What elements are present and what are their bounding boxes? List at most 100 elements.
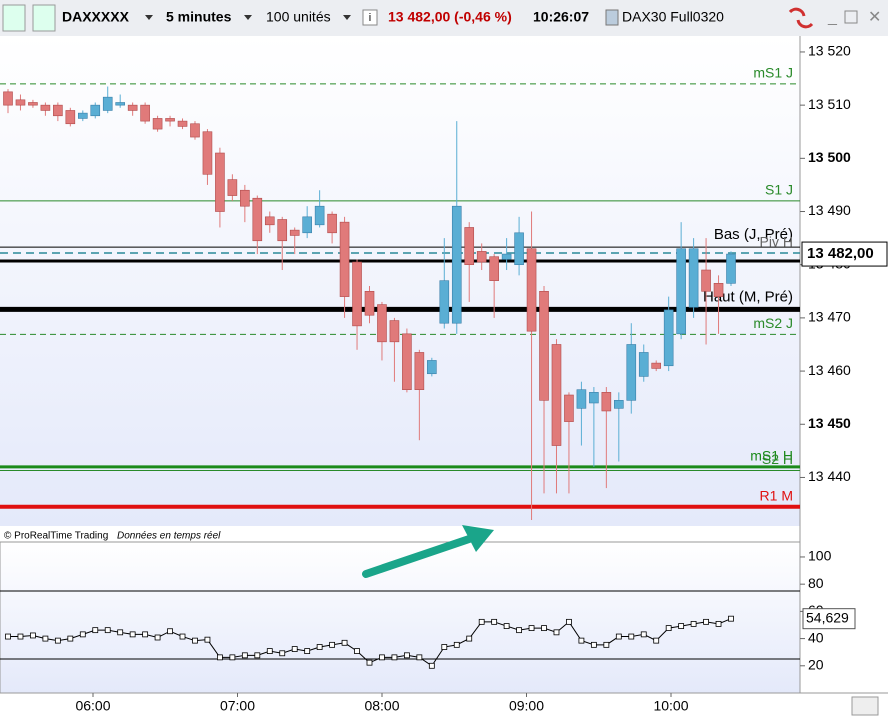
interval-select[interactable]: 5 minutes — [166, 9, 232, 25]
symbol-select[interactable]: DAXXXXX — [62, 9, 130, 25]
indicator-point — [640, 631, 647, 638]
y-tick-label: 80 — [808, 575, 824, 591]
level-label: R1 M — [760, 487, 793, 503]
indicator-point — [391, 654, 398, 661]
indicator-point — [54, 637, 61, 644]
indicator-point — [578, 637, 585, 644]
refresh-button[interactable] — [788, 7, 814, 29]
candle-body — [40, 104, 51, 111]
last-value-box — [802, 608, 856, 630]
level-label: S1 J — [765, 182, 793, 198]
contract-icon — [605, 9, 619, 26]
indicator-point — [354, 648, 360, 655]
quantity-select[interactable]: 100 unités — [266, 9, 331, 25]
candle-body — [240, 189, 250, 207]
y-tick-label: 13 520 — [808, 43, 851, 59]
indicator-point — [478, 618, 485, 625]
candle-body — [102, 96, 113, 111]
close-button[interactable]: ✕ — [868, 9, 881, 26]
indicator-point — [204, 636, 211, 643]
candle-body — [564, 394, 574, 422]
indicator-point — [279, 650, 286, 657]
y-tick-label: 13 450 — [808, 415, 851, 431]
x-tick-label: 08:00 — [364, 698, 399, 714]
candle-body — [489, 256, 499, 281]
candle-body — [165, 118, 175, 122]
y-tick-label: 13 460 — [808, 362, 851, 378]
indicator-point — [154, 634, 161, 641]
indicator-point — [217, 654, 223, 661]
level-label: Haut (M, Pré) — [703, 288, 793, 305]
indicator-point — [728, 615, 734, 622]
candle-body — [3, 91, 13, 106]
candle-body — [514, 232, 524, 266]
candle-body — [539, 290, 549, 401]
candle-body — [377, 304, 387, 343]
indicator-point — [590, 641, 597, 648]
indicator-point — [528, 625, 535, 632]
level-label: mS1 J — [753, 65, 793, 81]
indicator-point — [690, 620, 697, 627]
candle-body — [352, 261, 362, 327]
y-tick-label: 100 — [808, 548, 832, 564]
dropdown-arrow — [244, 15, 252, 20]
x-tick-label: 07:00 — [220, 698, 255, 714]
y-tick-label: 20 — [808, 656, 824, 672]
indicator-point — [291, 646, 298, 652]
candle-body — [389, 320, 400, 343]
candle-body — [364, 290, 375, 316]
indicator-point — [30, 632, 36, 639]
candle-body — [688, 248, 699, 308]
y-tick-label: 13 510 — [808, 96, 851, 112]
level-label: mS2 J — [753, 315, 793, 331]
minimize-button[interactable]: _ — [827, 9, 838, 26]
candle-body — [476, 251, 487, 263]
candle-body — [663, 309, 674, 367]
candle-body — [601, 392, 612, 412]
indicator-point — [266, 648, 273, 655]
info-button[interactable] — [362, 9, 378, 26]
indicator-point — [329, 641, 336, 648]
candle-body — [339, 221, 350, 297]
candle-body — [427, 360, 437, 375]
candle-body — [15, 99, 26, 106]
candle-body — [289, 229, 300, 236]
indicator-point — [92, 627, 99, 634]
candle-body — [215, 152, 225, 212]
indicator-point — [678, 623, 685, 629]
candle-body — [713, 283, 724, 297]
dropdown-arrow — [145, 15, 153, 20]
indicator-point — [416, 654, 423, 661]
indicator-point — [142, 631, 149, 638]
indicator-point — [254, 652, 261, 659]
pin-button[interactable] — [2, 4, 26, 32]
candle-body — [140, 104, 150, 122]
candle-body — [501, 253, 512, 260]
indicator-point — [79, 631, 86, 638]
indicator-point — [615, 633, 622, 640]
candle-body — [314, 205, 325, 226]
candle-body — [302, 216, 312, 234]
candle-body — [127, 104, 138, 111]
link-button[interactable] — [32, 4, 56, 32]
candle-body — [726, 253, 736, 284]
indicator-point — [379, 654, 385, 661]
indicator-point — [715, 620, 722, 627]
candle-body — [589, 392, 599, 404]
zoom-button[interactable] — [851, 696, 879, 716]
x-tick-label: 09:00 — [509, 698, 544, 714]
y-tick-label: 13 490 — [808, 202, 851, 218]
candle-body — [227, 179, 238, 196]
x-tick-label: 06:00 — [75, 698, 110, 714]
candle-body — [252, 197, 263, 242]
indicator-point — [67, 635, 74, 642]
level-label: Piv H — [760, 234, 793, 250]
maximize-button[interactable] — [844, 10, 858, 24]
candle-body — [202, 131, 213, 175]
level-label: S2 H — [762, 451, 793, 467]
indicator-point — [491, 618, 498, 625]
indicator-point — [628, 633, 635, 640]
info-icon: i — [369, 12, 371, 24]
indicator-point — [366, 659, 373, 666]
